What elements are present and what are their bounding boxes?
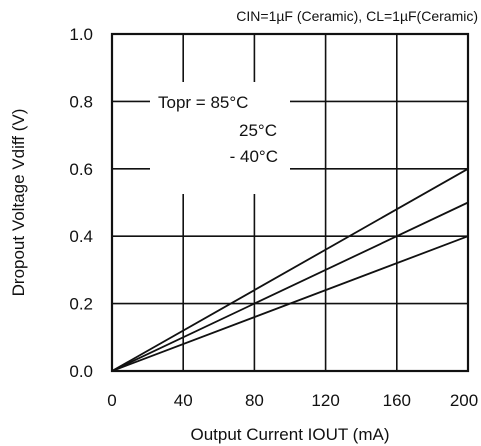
series-lines	[111, 168, 469, 372]
plot-frame	[110, 32, 470, 373]
x-tick-labels: 0 40 80 120 160 200	[107, 391, 478, 410]
x-tick-label: 200	[450, 391, 478, 410]
temperature-label-3: - 40°C	[230, 147, 278, 166]
temperature-label-1: Topr = 85°C	[158, 93, 248, 112]
y-tick-label: 0.2	[69, 295, 93, 314]
temperature-label-2: 25°C	[239, 121, 277, 140]
legend-mask	[150, 82, 290, 194]
condition-note: CIN=1µF (Ceramic), CL=1µF(Ceramic)	[236, 8, 478, 24]
x-tick-label: 0	[107, 391, 116, 410]
y-tick-label: 0.8	[69, 92, 93, 111]
x-tick-label: 80	[245, 391, 264, 410]
y-tick-label: 0.0	[69, 362, 93, 381]
series-line-3	[111, 235, 469, 372]
y-tick-labels: 0.0 0.2 0.4 0.6 0.8 1.0	[69, 25, 93, 381]
series-line-2	[111, 201, 469, 372]
y-axis-label: Dropout Voltage Vdiff (V)	[9, 109, 28, 297]
temperature-annotation: Topr = 85°C 25°C - 40°C	[158, 93, 278, 166]
x-tick-label: 120	[311, 391, 339, 410]
x-tick-label: 40	[174, 391, 193, 410]
x-axis-label: Output Current IOUT (mA)	[190, 425, 389, 444]
x-tick-label: 160	[383, 391, 411, 410]
y-tick-label: 0.6	[69, 160, 93, 179]
y-tick-label: 0.4	[69, 227, 93, 246]
series-line-1	[111, 168, 469, 372]
y-tick-label: 1.0	[69, 25, 93, 44]
